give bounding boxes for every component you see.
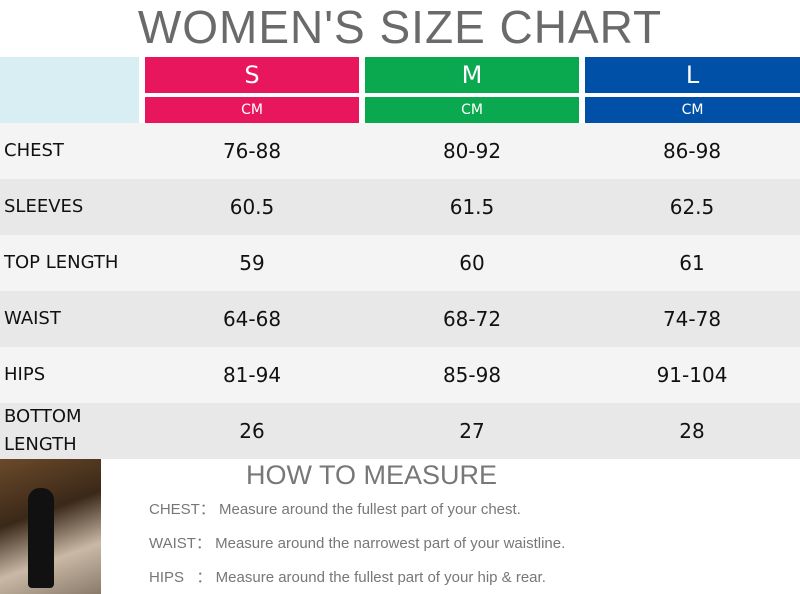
size-value: 91-104 (656, 363, 728, 387)
size-value: 86-98 (662, 139, 722, 163)
how-to-measure-title: HOW TO MEASURE (246, 460, 498, 490)
unit-header-m: CM (365, 97, 579, 123)
row-label: TOP LENGTH (4, 252, 119, 273)
table-row: WAIST 64-68 68-72 74-78 (0, 291, 800, 347)
size-value: 74-78 (662, 307, 722, 331)
size-value: 27 (459, 419, 485, 443)
model-photo (0, 459, 101, 594)
row-label: HIPS (4, 364, 46, 385)
measure-hips: HIPS ： Measure around the fullest part o… (149, 569, 546, 586)
size-value: 61 (679, 251, 705, 275)
row-label: WAIST (4, 308, 61, 329)
table-row: SLEEVES 60.5 61.5 62.5 (0, 179, 800, 235)
size-value: 64-68 (222, 307, 282, 331)
size-value: 62.5 (669, 195, 715, 219)
size-value: 28 (679, 419, 705, 443)
size-header-m: M (365, 57, 579, 93)
table-row: HIPS 81-94 85-98 91-104 (0, 347, 800, 403)
measure-chest: CHEST： Measure around the fullest part o… (149, 501, 521, 518)
size-value: 85-98 (442, 363, 502, 387)
page-title: WOMEN'S SIZE CHART (137, 1, 663, 53)
table-row: BOTTOM LENGTH 26 27 28 (0, 403, 800, 459)
unit-header-l: CM (585, 97, 800, 123)
size-value: 76-88 (222, 139, 282, 163)
size-value: 81-94 (222, 363, 282, 387)
size-value: 26 (239, 419, 265, 443)
size-value: 68-72 (442, 307, 502, 331)
size-value: 61.5 (449, 195, 495, 219)
table-row: CHEST 76-88 80-92 86-98 (0, 123, 800, 179)
size-value: 60 (459, 251, 485, 275)
size-value: 59 (239, 251, 265, 275)
row-label: BOTTOM LENGTH (4, 406, 82, 455)
size-header-s: S (145, 57, 359, 93)
header-corner-cell (0, 57, 139, 123)
row-label: SLEEVES (4, 196, 84, 217)
measure-waist: WAIST： Measure around the narrowest part… (149, 535, 566, 552)
size-value: 60.5 (229, 195, 275, 219)
unit-header-s: CM (145, 97, 359, 123)
size-header-l: L (585, 57, 800, 93)
row-label: CHEST (4, 140, 64, 161)
table-row: TOP LENGTH 59 60 61 (0, 235, 800, 291)
size-value: 80-92 (442, 139, 502, 163)
model-figure (28, 488, 54, 588)
